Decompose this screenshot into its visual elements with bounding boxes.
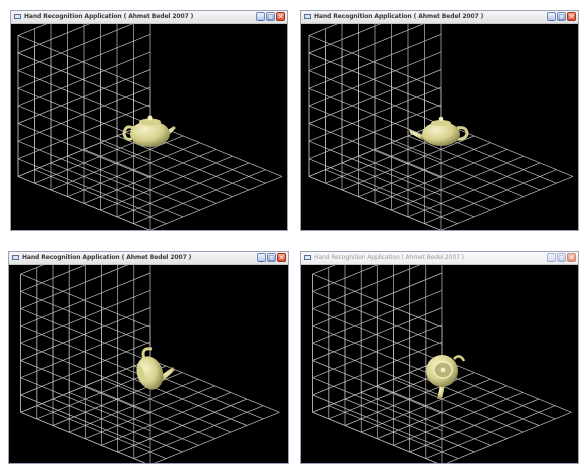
scene-canvas (301, 24, 578, 230)
window-title: Hand Recognition Application ( Ahmet Bed… (22, 254, 192, 261)
scene-canvas (11, 24, 287, 230)
close-icon[interactable]: ✕ (276, 12, 285, 21)
app-window-2: Hand Recognition Application ( Ahmet Bed… (300, 10, 579, 231)
maximize-icon[interactable]: □ (557, 253, 566, 262)
title-bar[interactable]: Hand Recognition Application ( Ahmet Bed… (301, 252, 578, 265)
window-title: Hand Recognition Application ( Ahmet Bed… (24, 13, 194, 20)
window-title: Hand Recognition Application ( Ahmet Bed… (314, 254, 464, 261)
title-bar[interactable]: Hand Recognition Application ( Ahmet Bed… (301, 11, 578, 24)
title-bar[interactable]: Hand Recognition Application ( Ahmet Bed… (9, 252, 288, 265)
grid-lines (17, 24, 283, 230)
status-caption: ~ ~ ~ ~ ~ (300, 228, 317, 233)
app-icon (12, 255, 19, 260)
app-icon (304, 14, 311, 19)
teapot-model (409, 116, 469, 146)
minimize-icon[interactable]: _ (256, 12, 265, 21)
3d-viewport[interactable] (11, 24, 287, 230)
maximize-icon[interactable]: □ (557, 12, 566, 21)
app-icon (304, 255, 311, 260)
scene-canvas (9, 265, 288, 463)
3d-viewport[interactable] (301, 265, 578, 463)
close-icon[interactable]: ✕ (277, 253, 286, 262)
scene-canvas (301, 265, 578, 463)
title-bar[interactable]: Hand Recognition Application ( Ahmet Bed… (11, 11, 287, 24)
grid-lines (312, 265, 572, 463)
minimize-icon[interactable]: _ (547, 12, 556, 21)
teapot-model (426, 355, 466, 399)
maximize-icon[interactable]: □ (267, 253, 276, 262)
maximize-icon[interactable]: □ (266, 12, 275, 21)
app-window-1: Hand Recognition Application ( Ahmet Bed… (10, 10, 288, 231)
3d-viewport[interactable] (9, 265, 288, 463)
3d-viewport[interactable] (301, 24, 578, 230)
minimize-icon[interactable]: _ (547, 253, 556, 262)
close-icon[interactable]: ✕ (567, 12, 576, 21)
app-icon (14, 14, 21, 19)
minimize-icon[interactable]: _ (257, 253, 266, 262)
app-window-4: Hand Recognition Application ( Ahmet Bed… (300, 251, 579, 464)
close-icon[interactable]: ✕ (567, 253, 576, 262)
grid-lines (308, 24, 574, 230)
window-title: Hand Recognition Application ( Ahmet Bed… (314, 13, 484, 20)
teapot-model (122, 115, 176, 147)
teapot-model (136, 347, 175, 390)
app-window-3: Hand Recognition Application ( Ahmet Bed… (8, 251, 289, 464)
